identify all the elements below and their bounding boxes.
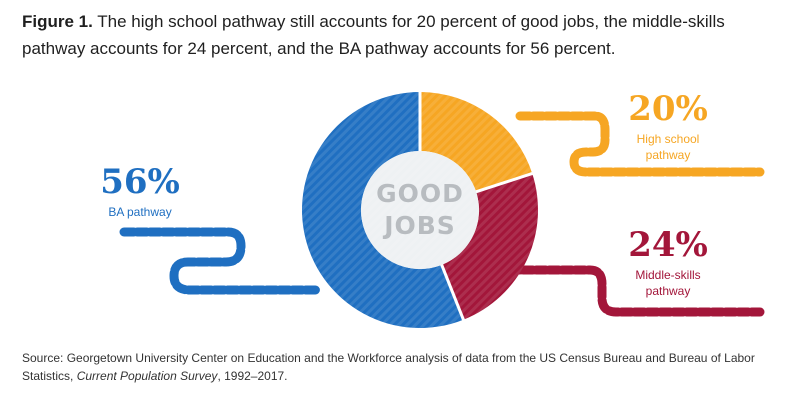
middle-skills-label-line2: pathway xyxy=(646,284,691,298)
figure-caption: Figure 1. The high school pathway still … xyxy=(22,8,782,62)
center-label-line2: JOBS xyxy=(382,211,456,240)
slice-separator xyxy=(439,263,466,322)
slice-middle-skills-texture xyxy=(441,173,538,320)
middle-skills-percent: 24% xyxy=(628,225,708,265)
slice-ba-texture xyxy=(302,92,464,328)
figure-label: Figure 1. xyxy=(22,12,93,31)
center-disc-texture xyxy=(361,151,479,269)
slice-high-school-texture xyxy=(420,92,533,192)
slice-separator xyxy=(474,171,534,194)
figure-caption-text: The high school pathway still accounts f… xyxy=(22,12,725,58)
source-suffix: , 1992–2017. xyxy=(217,369,288,383)
ba-label-line1: BA pathway xyxy=(108,205,171,219)
ba-connector xyxy=(119,227,323,295)
donut-slices xyxy=(302,91,538,328)
middle-skills-label-line1: Middle-skills xyxy=(635,268,700,282)
center-label-line1: GOOD xyxy=(376,179,464,208)
source-note: Source: Georgetown University Center on … xyxy=(22,349,782,385)
source-prefix: Source: Georgetown University Center on … xyxy=(22,351,755,383)
middle-skills-connector xyxy=(505,265,765,317)
high-school-percent: 20% xyxy=(628,89,708,129)
high-school-label-line2: pathway xyxy=(646,148,691,162)
ba-percent: 56% xyxy=(100,162,180,202)
source-survey-title: Current Population Survey xyxy=(76,369,218,383)
high-school-connector xyxy=(515,111,765,177)
high-school-label-line1: High school xyxy=(637,132,700,146)
